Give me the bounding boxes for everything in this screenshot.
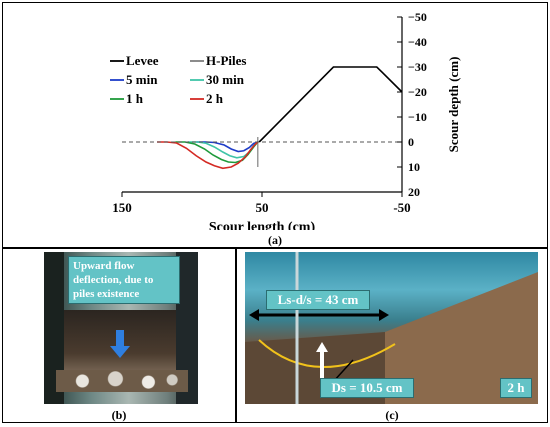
series-line-2-h bbox=[157, 141, 259, 170]
caption-c: (c) bbox=[385, 408, 399, 422]
flume-wall-right bbox=[176, 252, 198, 404]
axis-layer: 150 50 -50 Scour length (cm) −50 −40 −30 −20 −10… bbox=[112, 10, 461, 230]
y-tick-label: −30 bbox=[408, 60, 427, 74]
time-label: 2 h bbox=[500, 378, 532, 398]
caption-b: (b) bbox=[111, 408, 127, 422]
ds-arrow-up-icon bbox=[316, 342, 328, 352]
legend-label-30-min: 30 min bbox=[206, 72, 245, 87]
panel-c-frame bbox=[236, 248, 548, 423]
legend-label-h-piles: H-Piles bbox=[206, 53, 246, 68]
y-tick-label: −10 bbox=[408, 110, 427, 124]
caption-a: (a) bbox=[268, 233, 282, 247]
flow-arrow-icon bbox=[116, 330, 124, 346]
series-line-levee bbox=[258, 66, 403, 143]
legend: Levee H-Piles 5 min 30 min 1 h 2 h bbox=[110, 53, 246, 106]
flume-wall-left bbox=[44, 252, 64, 404]
ls-arrow-left-icon bbox=[249, 309, 259, 321]
panel-a-frame bbox=[2, 2, 548, 248]
panel-b-frame bbox=[2, 248, 236, 423]
series-layer bbox=[122, 66, 403, 170]
series-line-5-min bbox=[196, 141, 259, 153]
y-tick-label: −20 bbox=[408, 85, 427, 99]
y-tick-label: 0 bbox=[408, 135, 414, 149]
x-tick-label: 50 bbox=[256, 200, 269, 215]
y-tick-label: −40 bbox=[408, 35, 427, 49]
y-axis-title: Scour depth (cm) bbox=[446, 57, 461, 153]
legend-label-2-h: 2 h bbox=[206, 91, 224, 106]
sediment-foam bbox=[56, 370, 188, 392]
y-tick-label: 20 bbox=[408, 185, 420, 199]
series-line-1-h bbox=[175, 141, 259, 164]
legend-label-levee: Levee bbox=[126, 53, 159, 68]
x-tick-label: -50 bbox=[393, 200, 410, 215]
flow-annotation: Upward flow deflection, due to piles exi… bbox=[68, 256, 180, 304]
legend-label-5-min: 5 min bbox=[126, 72, 158, 87]
legend-label-1-h: 1 h bbox=[126, 91, 144, 106]
ls-arrow-right-icon bbox=[379, 309, 389, 321]
ds-label: Ds = 10.5 cm bbox=[320, 378, 414, 398]
ls-label: Ls-d/s = 43 cm bbox=[266, 290, 370, 310]
x-tick-label: 150 bbox=[112, 200, 132, 215]
x-axis-title: Scour length (cm) bbox=[209, 220, 316, 230]
y-tick-label: −50 bbox=[408, 10, 427, 24]
flow-arrow-head-icon bbox=[110, 346, 130, 358]
scour-chart: 150 50 -50 Scour length (cm) −50 −40 −30 −20 −10… bbox=[110, 10, 461, 230]
y-tick-label: 10 bbox=[408, 160, 420, 174]
levee-body bbox=[385, 272, 538, 404]
